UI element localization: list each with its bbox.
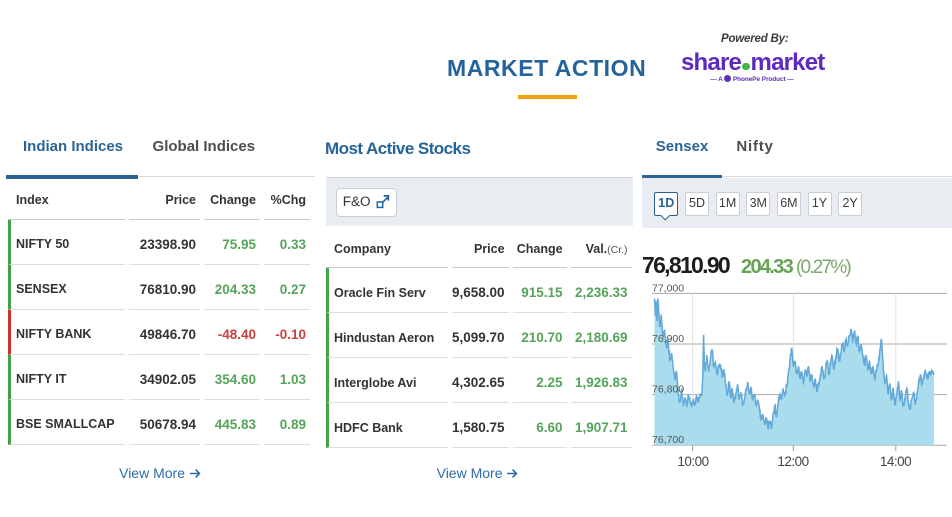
svg-text:76,700: 76,700 (652, 434, 684, 446)
svg-text:77,000: 77,000 (652, 282, 684, 294)
svg-text:76,900: 76,900 (652, 333, 684, 345)
svg-text:12:00: 12:00 (777, 454, 808, 469)
svg-text:76,800: 76,800 (652, 384, 684, 396)
svg-text:14:00: 14:00 (880, 454, 911, 469)
svg-text:10:00: 10:00 (677, 454, 708, 469)
